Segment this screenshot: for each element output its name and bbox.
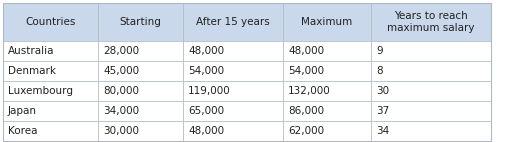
Bar: [371, 81, 491, 101]
Bar: [371, 101, 491, 121]
Text: 132,000: 132,000: [288, 86, 331, 96]
Bar: [3, 101, 98, 121]
Text: 54,000: 54,000: [288, 66, 324, 76]
Bar: [283, 81, 371, 101]
Text: Years to reach
maximum salary: Years to reach maximum salary: [387, 11, 475, 33]
Bar: [98, 3, 183, 41]
Text: Korea: Korea: [8, 126, 37, 136]
Text: Maximum: Maximum: [302, 17, 353, 27]
Bar: [371, 3, 491, 41]
Text: 48,000: 48,000: [288, 46, 324, 56]
Bar: [3, 121, 98, 141]
Text: Japan: Japan: [8, 106, 37, 116]
Bar: [98, 101, 183, 121]
Bar: [98, 121, 183, 141]
Bar: [283, 61, 371, 81]
Bar: [98, 61, 183, 81]
Text: After 15 years: After 15 years: [196, 17, 270, 27]
Text: 8: 8: [376, 66, 382, 76]
Bar: [283, 101, 371, 121]
Bar: [183, 61, 283, 81]
Text: Luxembourg: Luxembourg: [8, 86, 73, 96]
Text: 48,000: 48,000: [188, 46, 224, 56]
Text: 34: 34: [376, 126, 389, 136]
Text: 28,000: 28,000: [103, 46, 139, 56]
Bar: [98, 81, 183, 101]
Text: Countries: Countries: [25, 17, 76, 27]
Text: 45,000: 45,000: [103, 66, 139, 76]
Bar: [283, 3, 371, 41]
Bar: [183, 3, 283, 41]
Bar: [98, 41, 183, 61]
Text: 86,000: 86,000: [288, 106, 324, 116]
Text: 30,000: 30,000: [103, 126, 139, 136]
Bar: [371, 61, 491, 81]
Text: Australia: Australia: [8, 46, 54, 56]
Bar: [3, 81, 98, 101]
Text: 119,000: 119,000: [188, 86, 231, 96]
Text: 9: 9: [376, 46, 382, 56]
Bar: [3, 41, 98, 61]
Text: Starting: Starting: [120, 17, 161, 27]
Bar: [183, 101, 283, 121]
Text: 62,000: 62,000: [288, 126, 324, 136]
Text: Denmark: Denmark: [8, 66, 56, 76]
Bar: [371, 41, 491, 61]
Text: 34,000: 34,000: [103, 106, 139, 116]
Text: 30: 30: [376, 86, 389, 96]
Bar: [3, 3, 98, 41]
Text: 65,000: 65,000: [188, 106, 224, 116]
Text: 54,000: 54,000: [188, 66, 224, 76]
Bar: [183, 81, 283, 101]
Bar: [371, 121, 491, 141]
Bar: [183, 121, 283, 141]
Bar: [3, 61, 98, 81]
Text: 48,000: 48,000: [188, 126, 224, 136]
Text: 80,000: 80,000: [103, 86, 139, 96]
Bar: [283, 121, 371, 141]
Text: 37: 37: [376, 106, 389, 116]
Bar: [283, 41, 371, 61]
Bar: [183, 41, 283, 61]
